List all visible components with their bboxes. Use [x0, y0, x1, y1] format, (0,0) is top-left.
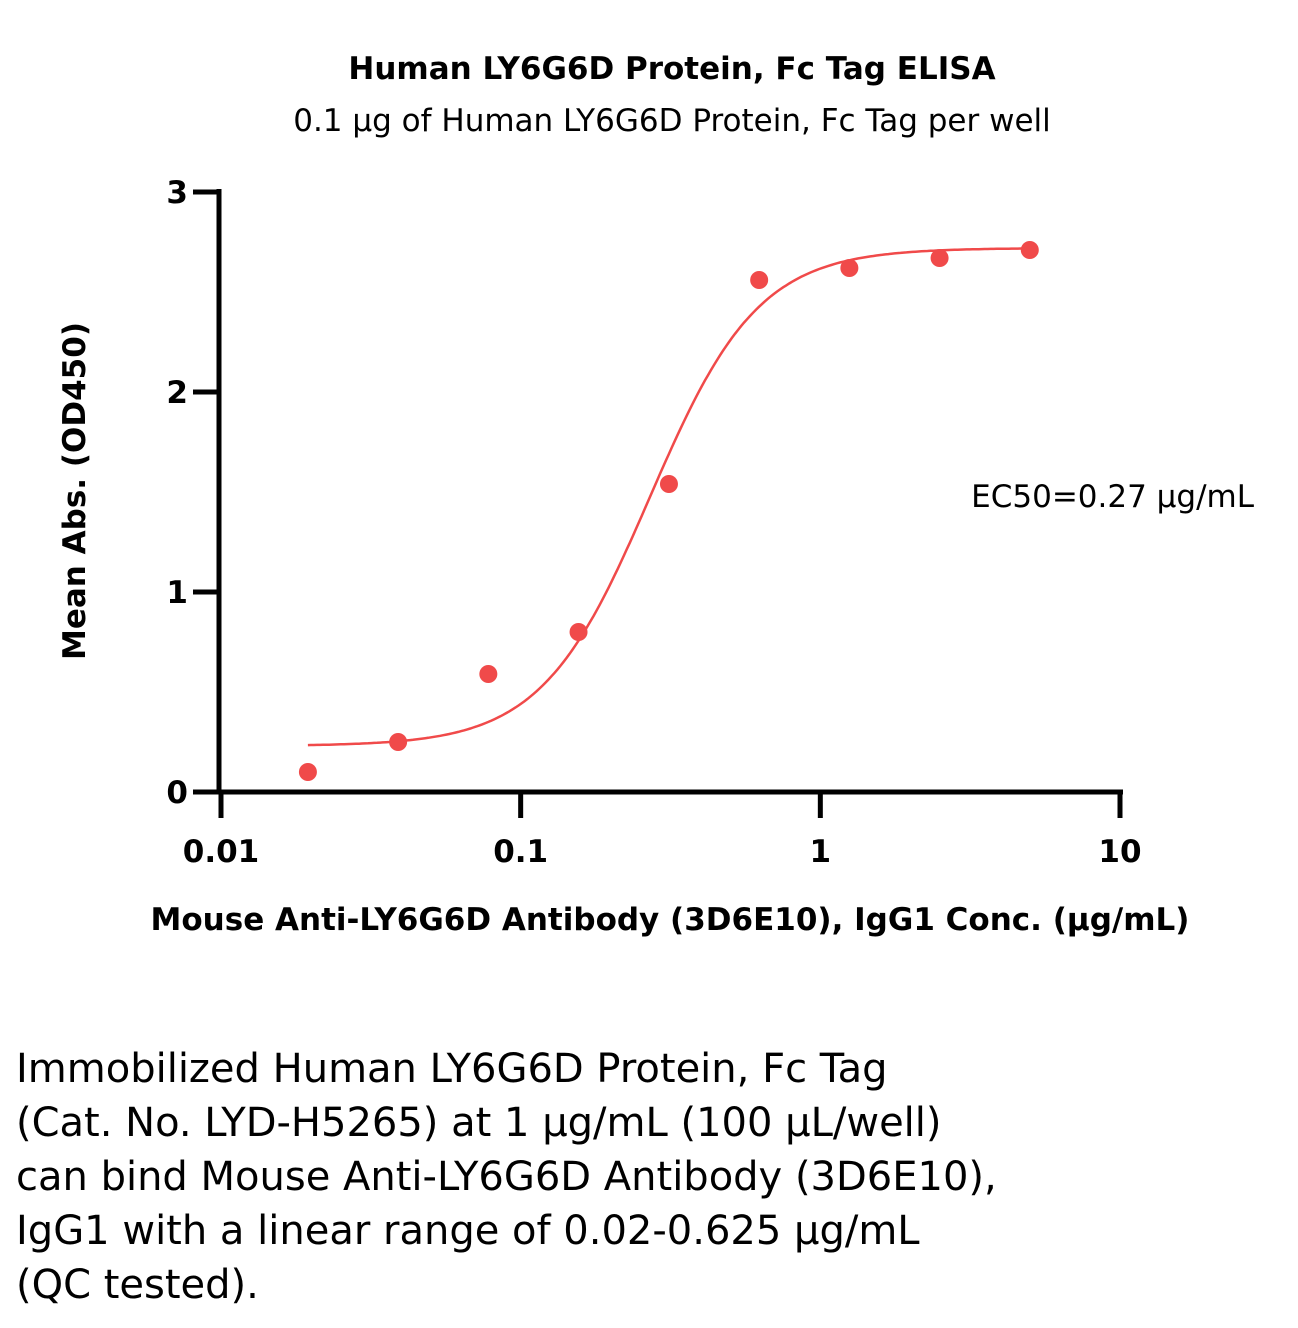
- caption: Immobilized Human LY6G6D Protein, Fc Tag…: [16, 1042, 1286, 1312]
- data-point: [750, 271, 769, 289]
- y-axis-label: Mean Abs. (OD450): [57, 322, 93, 660]
- y-axis-ticks: 0 1 2 3: [166, 175, 219, 811]
- x-tick-label: 10: [1098, 834, 1141, 870]
- data-point: [1020, 241, 1039, 259]
- data-points: [298, 241, 1039, 781]
- caption-line: Immobilized Human LY6G6D Protein, Fc Tag: [16, 1046, 888, 1092]
- x-axis-ticks: 0.01 0.1 1 10: [183, 792, 1142, 870]
- y-tick-label: 2: [166, 375, 188, 411]
- data-point: [389, 733, 408, 751]
- x-axis-label: Mouse Anti-LY6G6D Antibody (3D6E10), IgG…: [151, 902, 1190, 938]
- chart-subtitle: 0.1 μg of Human LY6G6D Protein, Fc Tag p…: [293, 103, 1051, 139]
- data-point: [840, 259, 859, 277]
- x-tick-label: 1: [810, 834, 832, 870]
- caption-line: IgG1 with a linear range of 0.02-0.625 μ…: [16, 1208, 920, 1254]
- elisa-chart: Human LY6G6D Protein, Fc Tag ELISA 0.1 μ…: [57, 51, 1255, 938]
- data-point: [569, 623, 588, 641]
- x-tick-label: 0.1: [493, 834, 548, 870]
- ec50-annotation: EC50=0.27 μg/mL: [971, 479, 1255, 515]
- fit-curve: [307, 247, 1030, 747]
- caption-line: can bind Mouse Anti-LY6G6D Antibody (3D6…: [16, 1154, 997, 1200]
- data-point: [298, 763, 317, 781]
- data-point: [930, 249, 949, 267]
- caption-line: (QC tested).: [16, 1262, 259, 1308]
- caption-line: (Cat. No. LYD-H5265) at 1 μg/mL (100 μL/…: [16, 1100, 942, 1146]
- y-tick-label: 3: [166, 175, 188, 211]
- y-tick-label: 0: [166, 775, 188, 811]
- x-tick-label: 0.01: [183, 834, 260, 870]
- chart-title: Human LY6G6D Protein, Fc Tag ELISA: [348, 51, 995, 87]
- data-point: [659, 475, 678, 493]
- y-tick-label: 1: [166, 575, 188, 611]
- data-point: [479, 665, 498, 683]
